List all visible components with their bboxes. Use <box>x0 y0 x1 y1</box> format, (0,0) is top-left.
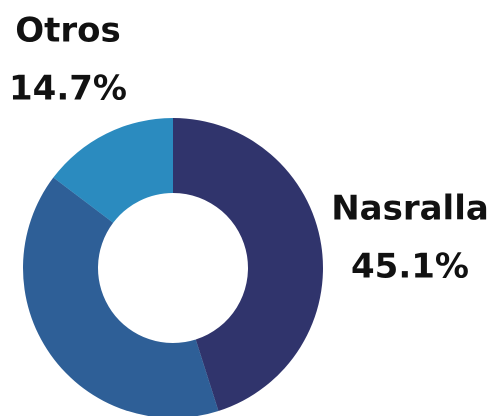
segment-value-label: 45.1% <box>351 247 469 287</box>
donut-segment <box>23 177 219 416</box>
segment-label: Nasralla <box>331 189 489 229</box>
donut-segment <box>173 118 324 411</box>
segment-label: Otros <box>15 11 121 51</box>
donut-segment <box>53 118 173 223</box>
segment-value-label: 14.7% <box>9 69 127 109</box>
